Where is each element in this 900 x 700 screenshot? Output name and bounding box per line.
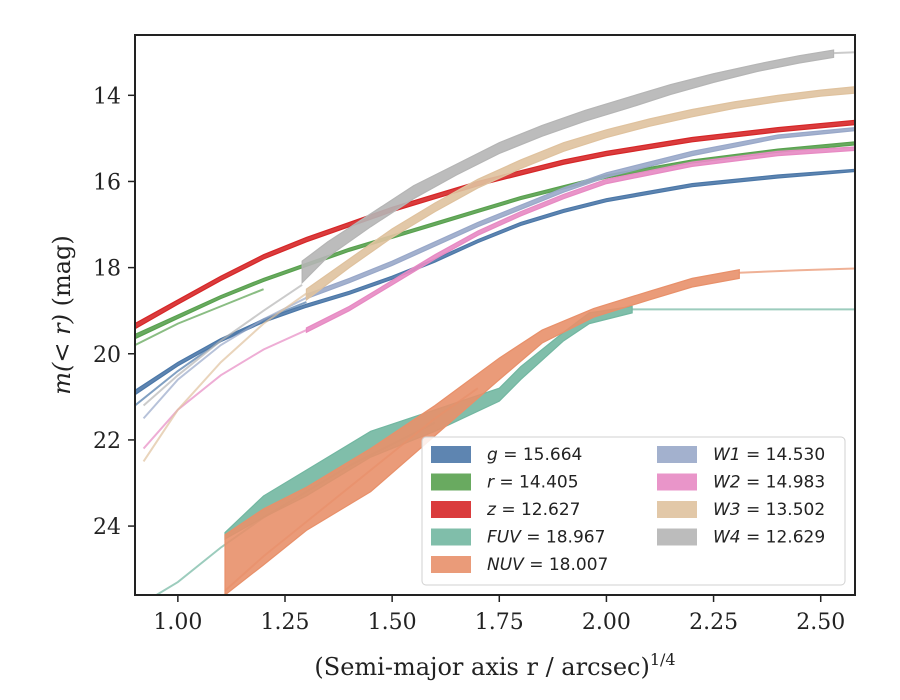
legend-band-name: W2 [713,473,741,493]
legend-band-value: = 14.983 [741,473,826,493]
legend-swatch [657,446,697,463]
legend-item-W4: W4 = 12.629 [657,528,825,548]
legend-swatch [431,446,471,463]
series-W1-extrapolation-line [142,296,307,420]
legend-label: FUV = 18.967 [487,528,605,548]
legend-label: W2 = 14.983 [713,473,825,493]
series-W2 [142,146,855,450]
legend-label: z = 12.627 [486,500,580,520]
x-tick-label: 2.25 [689,610,738,635]
x-tick-label: 2.00 [582,610,631,635]
x-axis: 1.00 1.25 1.50 1.75 2.00 2.25 2.50 [153,595,845,635]
legend-label: r = 14.405 [487,473,579,493]
series-NUV [224,267,855,595]
series-W2-extrapolation-line [142,329,307,450]
legend-band-name: z [486,500,497,520]
legend-swatch [657,528,697,546]
plot-frame [134,34,856,596]
legend-box [421,436,846,586]
legend-band-value: = 18.967 [521,528,606,548]
series-r-extrapolation-line [135,288,264,347]
legend-swatch [431,473,471,491]
x-tick-label: 1.50 [368,610,417,635]
legend-swatch [431,556,471,573]
y-axis: 14 16 18 20 22 24 [93,84,135,540]
legend-item-g: g = 15.664 [431,445,582,465]
y-axis-label-text: m(< r) [48,314,76,395]
legend-band-value: = 15.664 [498,445,583,465]
legend-band-value: = 12.629 [741,528,826,548]
y-tick-label: 24 [93,515,121,540]
y-tick-label: 16 [93,170,121,195]
legend-swatch [657,473,697,491]
legend-band-name: W3 [713,500,741,520]
legend-band-value: = 18.007 [524,555,609,575]
legend-band-name: W4 [713,528,741,548]
legend-swatch [431,501,471,518]
legend-item-W2: W2 = 14.983 [657,473,825,493]
legend-item-r: r = 14.405 [431,473,579,493]
series-W3-extrapolation-line [142,292,308,463]
y-tick-label: 18 [93,257,121,282]
legend-band-value: = 14.405 [494,473,579,493]
y-axis-label-unit: (mag) [48,235,76,314]
x-tick-label: 2.50 [796,610,845,635]
y-tick-label: 14 [93,84,121,109]
series-W3 [142,86,855,463]
legend-band-value: = 13.502 [741,500,826,520]
series-layer [135,49,855,595]
series-g-band [135,168,855,396]
series-W4-tail-line [833,51,855,55]
legend-item-NUV: NUV = 18.007 [431,555,608,575]
x-tick-label: 1.25 [261,610,310,635]
series-z-band [135,119,855,330]
legend-band-name: W1 [713,445,741,465]
x-axis-label-exponent: 1/4 [650,650,676,669]
legend-label: g = 15.664 [487,445,582,465]
legend-label: W3 = 13.502 [713,500,825,520]
legend-band-name: r [487,473,495,493]
series-W1-band [305,127,855,300]
series-NUV-tail-line [739,267,855,274]
series-W3-band [305,86,855,302]
legend-label: NUV = 18.007 [487,555,608,575]
y-tick-label: 20 [93,343,121,368]
x-axis-label-text: (Semi-major axis r / arcsec) [314,653,649,681]
series-z [135,119,855,330]
y-tick-label: 22 [93,429,121,454]
legend-item-W3: W3 = 13.502 [657,500,825,520]
series-W1 [142,127,855,420]
legend-swatch [431,528,471,546]
series-W4-band [301,49,835,285]
legend-item-z: z = 12.627 [431,500,580,520]
legend-item-FUV: FUV = 18.967 [431,528,605,548]
y-axis-label: m(< r) (mag) [48,235,76,395]
legend-item-W1: W1 = 14.530 [657,445,825,465]
series-W4 [142,49,855,407]
legend-label: W4 = 12.629 [713,528,825,548]
series-NUV-band [224,269,740,595]
series-W4-extrapolation-line [142,284,303,407]
legend-band-value: = 12.627 [496,500,581,520]
legend-band-value: = 14.530 [741,445,826,465]
legend-swatch [657,501,697,518]
legend-label: W1 = 14.530 [713,445,825,465]
legend-band-name: NUV [487,555,525,575]
x-tick-label: 1.00 [153,610,202,635]
legend-band-name: g [487,445,498,465]
x-axis-label: (Semi-major axis r / arcsec)1/4 [314,650,675,681]
legend-band-name: FUV [487,528,522,548]
series-W2-band [305,146,855,334]
x-tick-label: 1.75 [475,610,524,635]
